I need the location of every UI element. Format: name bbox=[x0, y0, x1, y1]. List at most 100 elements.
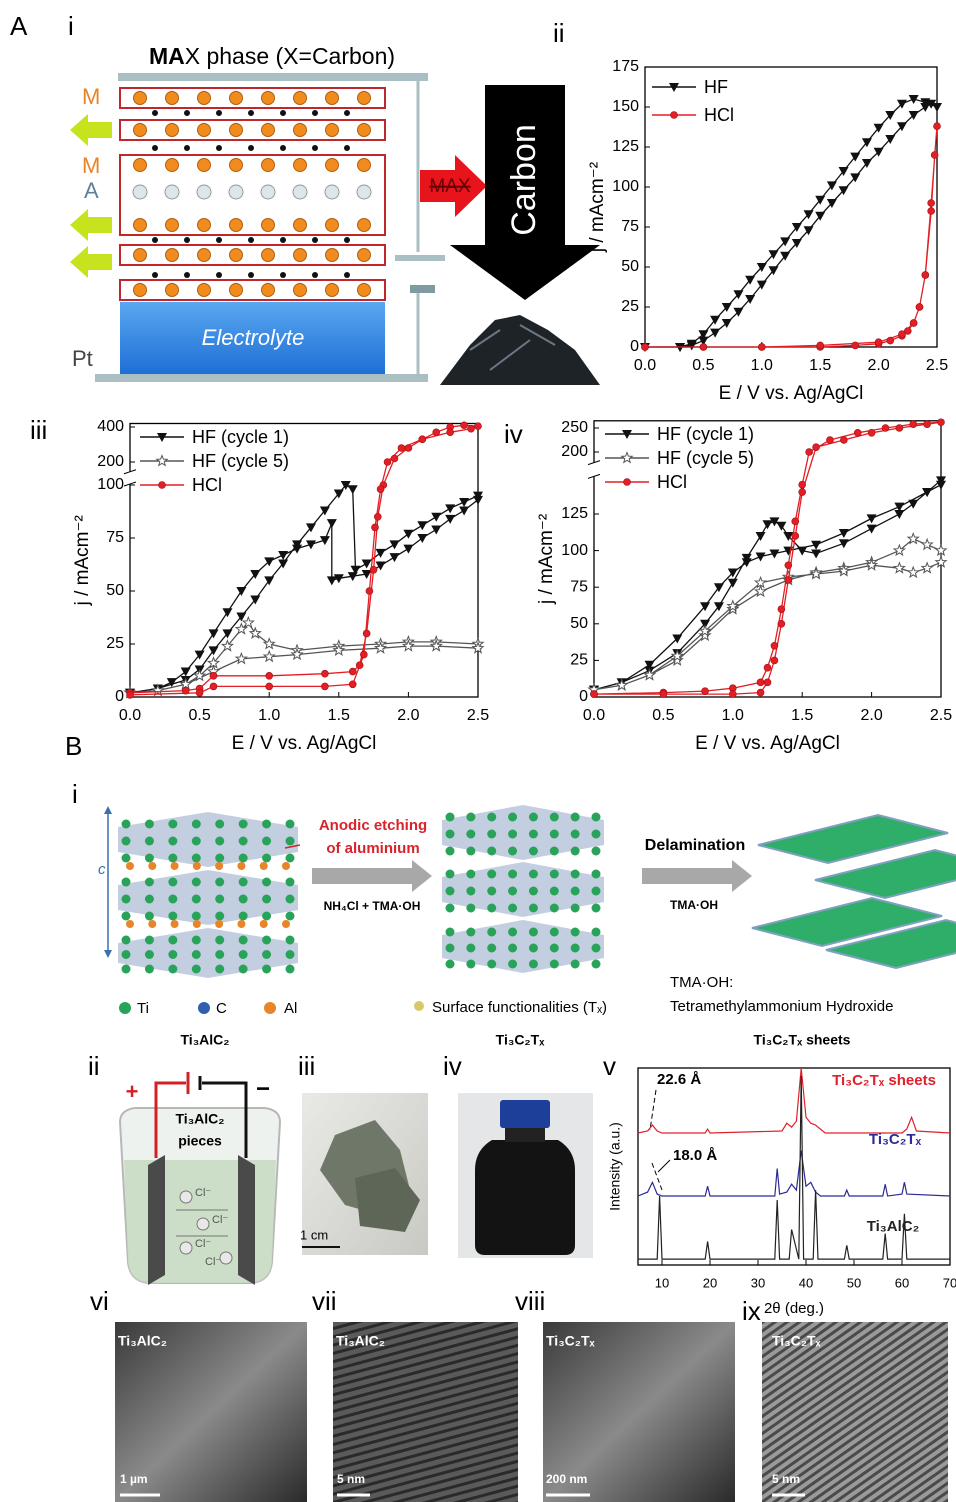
atom-ti bbox=[262, 819, 272, 829]
atom-ti bbox=[238, 950, 248, 959]
atom-m bbox=[261, 158, 275, 172]
y-tick-label: 250 bbox=[561, 419, 588, 436]
atom-al bbox=[282, 862, 290, 870]
marker bbox=[733, 290, 744, 300]
series-line bbox=[637, 1150, 951, 1197]
atom-ti bbox=[191, 950, 201, 959]
arrow bbox=[70, 246, 112, 278]
marker bbox=[838, 529, 849, 539]
micrograph-label: Ti₃C₂Tₓ bbox=[772, 1333, 822, 1349]
layer-label: A bbox=[84, 178, 99, 203]
atom-ti bbox=[508, 886, 518, 896]
atom-ti bbox=[121, 911, 131, 921]
y-tick-label: 200 bbox=[561, 443, 588, 460]
atom-ti bbox=[215, 836, 225, 846]
atom-m bbox=[229, 158, 243, 172]
atom-ti bbox=[121, 964, 131, 974]
y-tick-label: 75 bbox=[106, 529, 124, 546]
atom-m bbox=[325, 158, 339, 172]
atom-ti bbox=[285, 950, 295, 959]
micrograph-label: Ti₃AlC₂ bbox=[118, 1333, 167, 1349]
atom-ti bbox=[121, 950, 131, 959]
y-axis-label: Intensity (a.u.) bbox=[607, 1122, 623, 1211]
atom-ti bbox=[168, 853, 178, 863]
x-tick-label: 2.5 bbox=[467, 707, 489, 724]
bottle-cap bbox=[500, 1100, 550, 1128]
atom-ti bbox=[262, 877, 272, 887]
marker bbox=[791, 223, 802, 232]
atom-m bbox=[261, 123, 275, 137]
marker bbox=[236, 587, 247, 596]
atom-ti bbox=[466, 812, 476, 822]
atom-ti bbox=[121, 894, 131, 904]
atom-m bbox=[197, 283, 211, 297]
legend-marker bbox=[623, 478, 631, 486]
legend-atom bbox=[414, 1001, 424, 1011]
slab bbox=[442, 920, 604, 973]
marker bbox=[838, 167, 849, 176]
xrd-annotations: 22.6 Å 18.0 Å bbox=[649, 1071, 717, 1191]
x-tick-label: 0.5 bbox=[188, 707, 210, 724]
marker bbox=[644, 660, 655, 670]
marker bbox=[710, 328, 721, 338]
y-tick-label: 200 bbox=[97, 453, 124, 470]
atom-ti bbox=[445, 927, 455, 937]
axis-break-mark bbox=[587, 460, 601, 466]
marker bbox=[278, 559, 289, 569]
axis-break-mark bbox=[587, 473, 601, 479]
legend-marker bbox=[158, 481, 166, 489]
slab bbox=[442, 805, 604, 860]
marker bbox=[326, 576, 337, 586]
marker bbox=[713, 602, 724, 612]
atom-m bbox=[357, 283, 371, 297]
atom-ti bbox=[570, 812, 580, 822]
atom-m bbox=[165, 158, 179, 172]
x-tick-label: 30 bbox=[751, 1275, 765, 1290]
marker bbox=[208, 629, 219, 639]
marker bbox=[745, 295, 756, 304]
product-label: Carbon bbox=[505, 124, 543, 236]
atom-a bbox=[324, 184, 340, 200]
atom-ti bbox=[191, 836, 201, 846]
marker bbox=[937, 418, 945, 427]
atom-ti bbox=[570, 959, 580, 969]
atom-x bbox=[216, 272, 222, 278]
atom-ti bbox=[570, 903, 580, 913]
legend-label: Surface functionalities (Tₓ) bbox=[432, 999, 607, 1016]
atom-x bbox=[184, 272, 190, 278]
atom-x bbox=[280, 237, 286, 243]
plot-frame bbox=[637, 1067, 951, 1266]
minus: − bbox=[256, 1075, 270, 1102]
schematic-title: MAX phase (X=Carbon) bbox=[149, 43, 395, 69]
marker bbox=[763, 663, 772, 672]
axis-break-mark bbox=[123, 469, 137, 475]
ion-label: Cl⁻ bbox=[212, 1214, 228, 1226]
atom-ti bbox=[144, 819, 154, 829]
x-tick-label: 20 bbox=[703, 1275, 717, 1290]
marker bbox=[473, 495, 483, 505]
atom-al bbox=[259, 862, 268, 870]
atom-ti bbox=[591, 869, 601, 879]
marker bbox=[866, 524, 877, 534]
atom-ti bbox=[445, 869, 455, 879]
marker bbox=[755, 531, 766, 541]
atom-x bbox=[344, 237, 350, 243]
marker bbox=[865, 558, 879, 571]
marker bbox=[642, 668, 657, 681]
marker bbox=[699, 343, 708, 351]
marker bbox=[826, 199, 837, 208]
wire bbox=[154, 1081, 186, 1158]
x-tick-label: 1.0 bbox=[258, 707, 280, 724]
atom-ti bbox=[487, 927, 497, 937]
marker bbox=[126, 691, 134, 699]
atom-x bbox=[248, 237, 254, 243]
scale-label: 5 nm bbox=[337, 1472, 365, 1486]
legend-atom bbox=[119, 1002, 131, 1014]
marker bbox=[375, 561, 386, 571]
atom-ti bbox=[508, 903, 518, 913]
x-tick-label: 0.5 bbox=[692, 357, 714, 374]
atom-m bbox=[229, 218, 243, 232]
marker bbox=[209, 671, 218, 680]
marker bbox=[348, 680, 357, 689]
